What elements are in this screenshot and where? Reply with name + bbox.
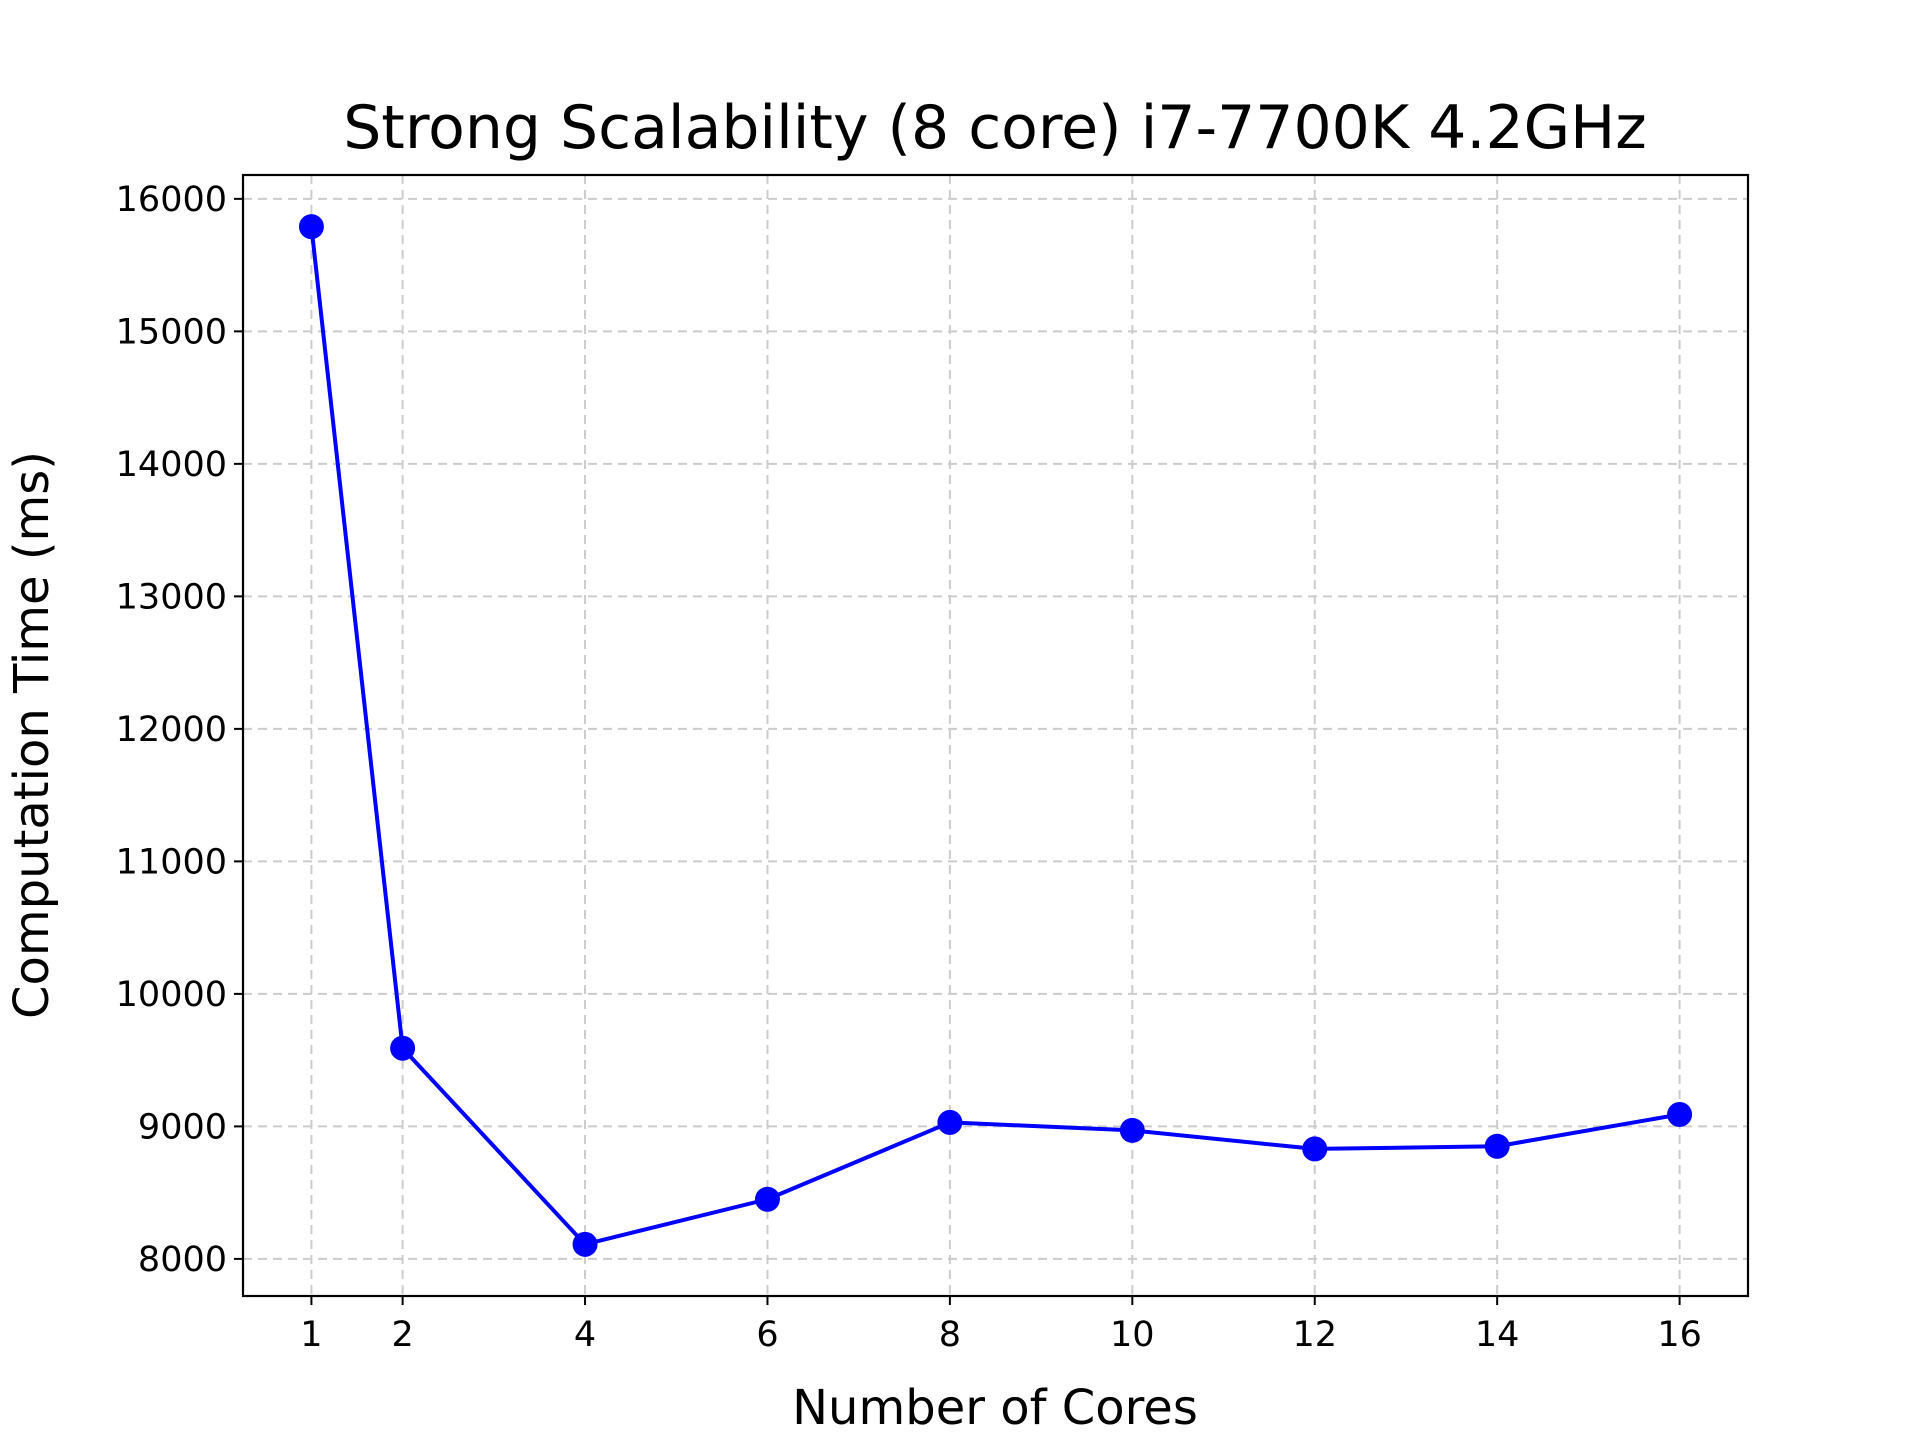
- x-tick-label: 16: [1657, 1315, 1702, 1355]
- y-tick-label: 11000: [116, 842, 227, 882]
- y-tick-label: 10000: [116, 975, 227, 1015]
- y-axis-label: Computation Time (ms): [4, 451, 60, 1019]
- grid-lines: [243, 175, 1748, 1296]
- x-tick-label: 14: [1475, 1315, 1520, 1355]
- x-tick-label: 1: [300, 1315, 322, 1355]
- x-axis-ticks: 1 2 4 6 8 10 12 14 16: [300, 1296, 1702, 1355]
- x-tick-label: 6: [756, 1315, 778, 1355]
- series-line: [309, 226, 1680, 1247]
- data-point: [298, 214, 324, 240]
- data-point: [1119, 1117, 1145, 1143]
- chart-title: Strong Scalability (8 core) i7-7700K 4.2…: [343, 93, 1647, 163]
- y-tick-label: 14000: [116, 445, 227, 485]
- y-tick-label: 15000: [116, 312, 227, 352]
- y-axis-ticks: 8000 9000 10000 11000 12000 13000 14000 15000 16…: [116, 180, 243, 1280]
- data-point: [754, 1186, 780, 1212]
- data-point: [1302, 1136, 1328, 1162]
- x-tick-label: 8: [939, 1315, 961, 1355]
- y-tick-label: 8000: [138, 1240, 227, 1280]
- x-tick-label: 12: [1292, 1315, 1337, 1355]
- series-layer: [298, 214, 1693, 1257]
- data-point: [390, 1035, 416, 1061]
- data-point: [937, 1109, 963, 1135]
- x-tick-label: 4: [574, 1315, 596, 1355]
- x-axis-label: Number of Cores: [792, 1380, 1198, 1436]
- y-tick-label: 9000: [138, 1107, 227, 1147]
- plot-frame: [241, 173, 1750, 1298]
- y-tick-label: 16000: [116, 180, 227, 220]
- y-tick-label: 13000: [116, 577, 227, 617]
- data-point: [1667, 1101, 1693, 1127]
- data-point: [1484, 1133, 1510, 1159]
- y-tick-label: 12000: [116, 710, 227, 750]
- data-point: [572, 1231, 598, 1257]
- x-tick-label: 2: [391, 1315, 413, 1355]
- x-tick-label: 10: [1110, 1315, 1155, 1355]
